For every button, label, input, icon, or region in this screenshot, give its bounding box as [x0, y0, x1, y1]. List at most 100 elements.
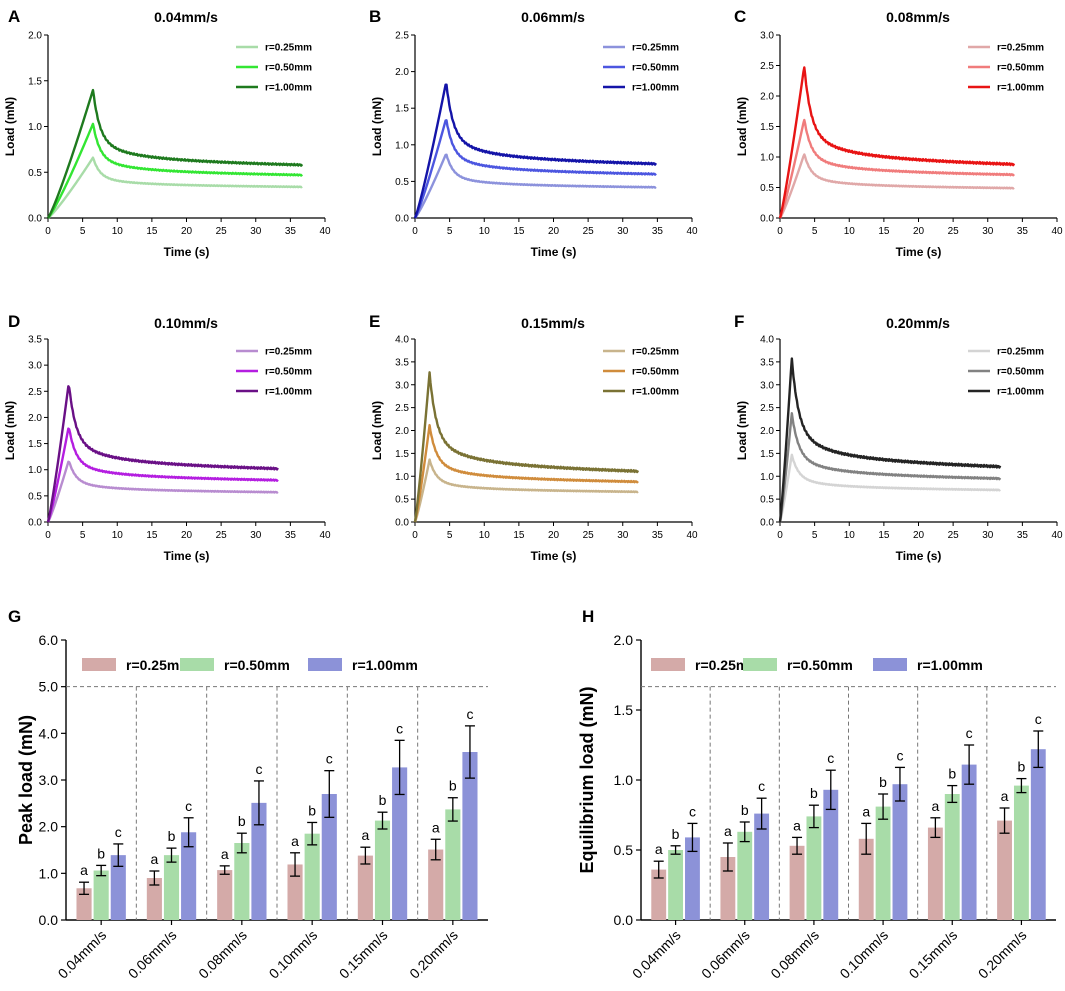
- x-tick-label: 0.06mm/s: [698, 927, 753, 982]
- x-tick-label: 35: [652, 226, 664, 237]
- significance-letter: a: [361, 827, 369, 843]
- significance-letter: b: [449, 778, 457, 794]
- x-axis-label: Time (s): [164, 549, 210, 563]
- legend-label: r=1.00mm: [632, 83, 679, 94]
- bar: [76, 888, 92, 920]
- bar: [754, 813, 770, 920]
- y-tick-label: 0.0: [39, 912, 59, 928]
- x-tick-label: 0: [777, 226, 783, 237]
- legend-label: r=0.25mm: [632, 347, 679, 358]
- x-tick-label: 15: [146, 226, 158, 237]
- series-line-r-1-00mm: [46, 385, 279, 523]
- bar: [944, 794, 960, 920]
- x-tick-label: 0: [45, 226, 51, 237]
- y-tick-label: 3.0: [28, 361, 42, 372]
- y-axis-label: Load (mN): [370, 97, 384, 156]
- panel-letter: G: [8, 607, 21, 626]
- y-tick-label: 0.5: [395, 177, 409, 188]
- y-tick-label: 2.0: [28, 413, 42, 424]
- series-line-r-1-00mm: [778, 66, 1016, 219]
- bar: [462, 752, 478, 920]
- series-line-r-1-00mm: [46, 88, 304, 219]
- x-tick-label: 40: [686, 226, 698, 237]
- y-tick-label: 2.5: [395, 31, 409, 42]
- y-tick-label: 3.0: [760, 31, 774, 42]
- y-tick-label: 3.0: [760, 380, 774, 391]
- panel-letter: A: [8, 7, 20, 26]
- y-tick-label: 0.0: [395, 518, 409, 529]
- y-tick-label: 5.0: [39, 679, 59, 695]
- bar: [217, 870, 233, 920]
- y-tick-label: 0.5: [395, 495, 409, 506]
- series-line-r-0-50mm: [413, 423, 639, 523]
- legend-label: r=0.50mm: [997, 367, 1044, 378]
- legend-swatch: [180, 658, 214, 671]
- bar: [287, 864, 303, 920]
- panel-b: B 0.06mm/s 0 5 10 15 20 25 30 35 40 0.0 0.5 1.0 1.5 2.0…: [369, 7, 698, 259]
- series-line-r-0-25mm: [414, 153, 657, 219]
- bar: [357, 855, 373, 920]
- significance-letter: a: [432, 819, 440, 835]
- significance-letter: b: [379, 792, 387, 808]
- bar: [858, 838, 874, 920]
- panel-c: C 0.08mm/s 0 5 10 15 20 25 30 35 40 0.0 0.5 1.0 1.5 2.0…: [734, 7, 1063, 259]
- x-tick-label: 20: [548, 530, 560, 541]
- series-line-r-1-00mm: [778, 357, 1002, 523]
- series-line-r-0-25mm: [46, 460, 279, 523]
- x-tick-label: 25: [948, 226, 960, 237]
- y-tick-label: 1.0: [28, 122, 42, 133]
- y-tick-label: 2.5: [760, 61, 774, 72]
- series-line-r-1-00mm: [413, 83, 658, 219]
- chart-title: 0.04mm/s: [154, 9, 218, 25]
- x-tick-label: 0.04mm/s: [55, 927, 110, 982]
- significance-letter: b: [238, 813, 246, 829]
- significance-letter: a: [150, 851, 158, 867]
- significance-letter: c: [758, 778, 765, 794]
- significance-letter: a: [724, 823, 732, 839]
- y-tick-label: 3.5: [28, 335, 42, 346]
- bar: [374, 820, 391, 920]
- y-tick-label: 3.5: [760, 357, 774, 368]
- y-axis-label: Equilibrium load (mN): [577, 686, 597, 873]
- x-tick-label: 40: [319, 530, 331, 541]
- y-axis-label: Load (mN): [3, 401, 17, 460]
- y-tick-label: 0.5: [760, 495, 774, 506]
- panel-letter: C: [734, 7, 746, 26]
- bar: [651, 869, 667, 920]
- significance-letter: c: [1035, 711, 1042, 727]
- x-tick-label: 10: [112, 226, 124, 237]
- series-line-r-0-50mm: [778, 412, 1002, 523]
- significance-letter: b: [948, 766, 956, 782]
- x-tick-label: 30: [250, 530, 262, 541]
- series-line-r-0-25mm: [413, 458, 639, 523]
- x-tick-label: 5: [447, 530, 453, 541]
- x-tick-label: 25: [948, 530, 960, 541]
- significance-letter: c: [466, 706, 473, 722]
- x-tick-label: 0: [777, 530, 783, 541]
- bar: [110, 855, 126, 920]
- significance-letter: a: [793, 817, 801, 833]
- x-tick-label: 15: [513, 226, 525, 237]
- significance-letter: a: [655, 841, 663, 857]
- y-axis-label: Load (mN): [370, 401, 384, 460]
- y-tick-label: 3.5: [395, 357, 409, 368]
- significance-letter: a: [931, 798, 939, 814]
- panel-e: E 0.15mm/s 0 5 10 15 20 25 30 35 40 0.0 0.5 1.0 1.5 2.0…: [369, 312, 698, 563]
- x-tick-label: 15: [146, 530, 158, 541]
- chart-title: 0.08mm/s: [886, 9, 950, 25]
- y-tick-label: 6.0: [39, 632, 59, 648]
- significance-letter: b: [1018, 759, 1026, 775]
- y-tick-label: 1.5: [395, 449, 409, 460]
- y-tick-label: 2.0: [28, 31, 42, 42]
- y-tick-label: 1.0: [395, 472, 409, 483]
- bar: [806, 816, 822, 920]
- y-axis-label: Peak load (mN): [16, 715, 36, 845]
- panel-letter: H: [582, 607, 594, 626]
- y-tick-label: 2.0: [760, 426, 774, 437]
- legend-swatch: [651, 658, 685, 671]
- y-tick-label: 1.5: [760, 122, 774, 133]
- x-tick-label: 0.10mm/s: [836, 927, 891, 982]
- y-tick-label: 0.5: [760, 183, 774, 194]
